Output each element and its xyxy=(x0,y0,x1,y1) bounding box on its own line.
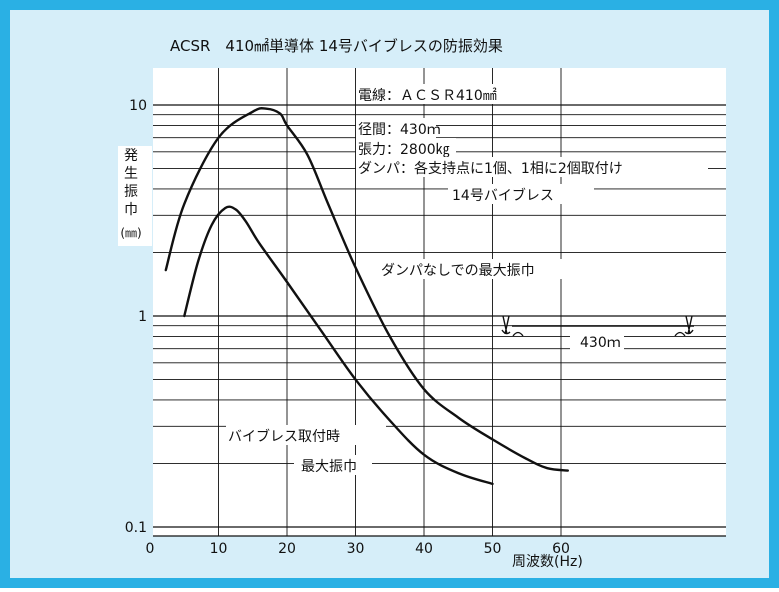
condition-wire: 電線：ＡＣＳＲ410㎟ xyxy=(358,88,497,104)
x-tick-label: 20 xyxy=(278,541,296,557)
series-line-1 xyxy=(164,107,569,472)
x-tick-label: 30 xyxy=(347,541,365,557)
span-length-label: 430ｍ xyxy=(580,335,621,351)
y-tick-label: 0.1 xyxy=(125,520,147,536)
y-axis-label: 発 生 振 巾 (㎜) xyxy=(118,146,152,246)
y-axis-label-char-1: 発 xyxy=(124,148,138,164)
span-diagram: 430ｍ xyxy=(501,315,694,351)
y-axis-label-char-3: 振 xyxy=(124,184,138,200)
span-right-damper xyxy=(674,331,686,337)
x-axis-label: 周波数(Hz) xyxy=(512,554,583,570)
y-tick-label: 10 xyxy=(129,98,147,114)
condition-damper: ダンパ：各支持点に1個、1相に2個取付け xyxy=(358,161,623,177)
span-right-support xyxy=(684,315,694,335)
x-tick-label: 40 xyxy=(415,541,433,557)
x-tick-label: 50 xyxy=(484,541,502,557)
condition-span: 径間：430ｍ xyxy=(358,122,441,138)
x-tick-label: 10 xyxy=(210,541,228,557)
condition-vibless: 14号バイブレス xyxy=(452,187,554,204)
x-tick-label: 60 xyxy=(552,541,570,557)
series-line-2 xyxy=(183,205,494,486)
span-left-support xyxy=(501,315,511,335)
data-series xyxy=(164,107,569,486)
y-axis-label-char-2: 生 xyxy=(124,166,138,182)
annotation-max-amplitude: 最大振巾 xyxy=(301,459,357,475)
span-left-damper xyxy=(512,331,524,337)
condition-tension: 張力：2800㎏ xyxy=(358,142,450,158)
y-axis-label-char-4: 巾 xyxy=(124,202,138,218)
y-tick-label: 1 xyxy=(138,309,147,325)
annotation-with-vibless: バイブレス取付時 xyxy=(228,428,340,445)
x-tick-label: 0 xyxy=(146,541,155,557)
y-axis-label-char-5: (㎜) xyxy=(120,226,141,240)
conditions-block: 電線：ＡＣＳＲ410㎟ 径間：430ｍ 張力：2800㎏ ダンパ：各支持点に1個… xyxy=(356,84,708,204)
chart-title: ACSR 410㎟単導体 14号バイブレスの防振効果 xyxy=(170,37,503,55)
axis-tick-labels: 0 10 20 30 40 50 60 0.1 1 10 xyxy=(125,98,570,557)
annotation-no-damper: ダンパなしでの最大振巾 xyxy=(381,263,535,279)
